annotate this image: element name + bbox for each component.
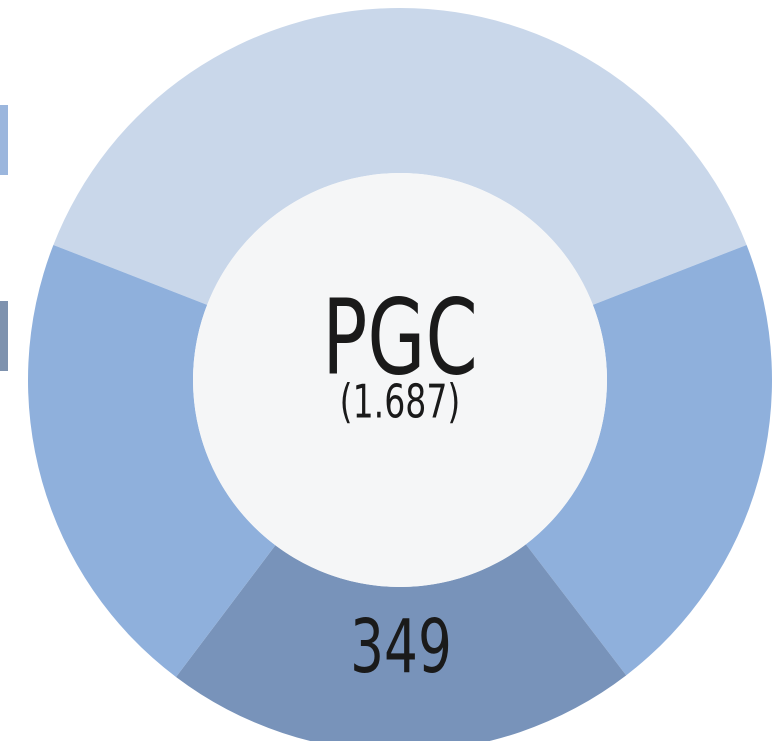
legend [0,105,8,371]
value-label-group: 349 [350,604,452,690]
value-labels: 349 [350,604,452,690]
donut [28,8,773,741]
donut-hole [193,173,607,587]
value-label: 349 [350,604,452,690]
center-total-group: (1.687) [340,376,461,429]
donut-segment [175,544,627,741]
legend-swatch [0,105,8,175]
donut-segment [53,8,747,305]
donut-segment [28,244,276,677]
donut-segment [525,244,773,676]
legend-swatch [0,301,8,371]
center-label: PGC [322,278,477,399]
total-label: (1.687) [340,376,461,429]
center-title-group: PGC [322,278,477,399]
